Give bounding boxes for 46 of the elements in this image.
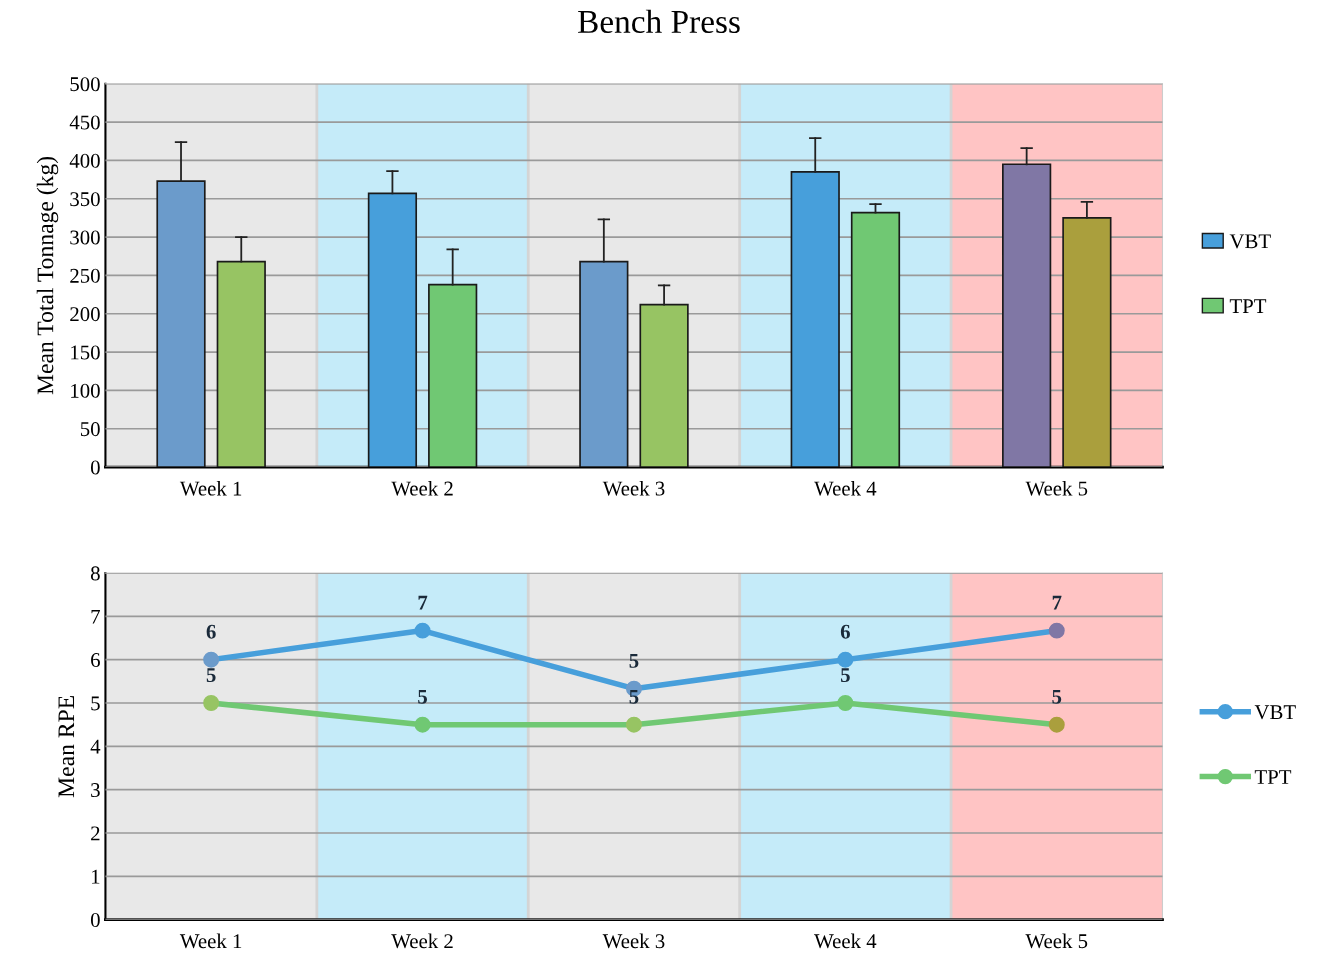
y-tick-label: 8 [90, 566, 100, 581]
y-tick-label: 400 [69, 153, 100, 168]
y-tick-label: 5 [91, 696, 100, 711]
legend-label: VBT [1229, 234, 1271, 249]
x-tick-label: Week 3 [602, 480, 665, 496]
data-label: 5 [1052, 689, 1062, 704]
y-axis-title: Mean RPE [58, 696, 75, 798]
y-tick-label: 350 [70, 192, 100, 207]
y-axis-title: Mean Total Tonnage (kg) [36, 156, 59, 395]
data-label: 7 [1052, 595, 1062, 610]
y-tick-label: 1 [91, 869, 100, 884]
x-tick-label: Week 1 [179, 480, 242, 496]
legend-label: TPT [1254, 770, 1292, 784]
data-label: 6 [206, 624, 216, 639]
x-tick-label: Week 4 [814, 933, 877, 949]
data-label: 5 [629, 653, 639, 668]
legend-label: VBT [1254, 705, 1296, 720]
y-tick-label: 6 [91, 653, 100, 668]
y-tick-label: 300 [70, 230, 100, 245]
y-tick-label: 250 [70, 268, 100, 283]
y-tick-label: 150 [71, 345, 100, 360]
y-tick-label: 0 [90, 460, 100, 475]
y-tick-label: 500 [70, 77, 100, 92]
data-label: 5 [206, 668, 216, 683]
x-tick-label: Week 1 [179, 933, 242, 949]
data-label: 5 [840, 668, 850, 683]
y-tick-label: 200 [70, 307, 100, 322]
chart-title: Bench Press [578, 9, 740, 34]
y-tick-label: 2 [91, 826, 100, 841]
x-tick-label: Week 2 [391, 933, 453, 949]
y-tick-label: 7 [91, 609, 100, 624]
x-tick-label: Week 2 [391, 480, 453, 496]
y-tick-label: 0 [90, 913, 100, 928]
legend-label: TPT [1229, 299, 1267, 313]
x-tick-label: Week 3 [602, 933, 665, 949]
x-tick-label: Week 5 [1025, 480, 1088, 496]
y-tick-label: 3 [91, 783, 100, 798]
x-tick-label: Week 4 [814, 480, 877, 496]
y-tick-label: 4 [90, 739, 101, 754]
x-tick-label: Week 5 [1025, 933, 1088, 949]
y-tick-label: 450 [69, 115, 100, 130]
data-label: 6 [840, 624, 850, 639]
data-label: 5 [418, 689, 427, 704]
y-tick-label: 50 [80, 422, 100, 437]
y-tick-label: 100 [71, 383, 100, 398]
data-label: 7 [418, 595, 428, 610]
